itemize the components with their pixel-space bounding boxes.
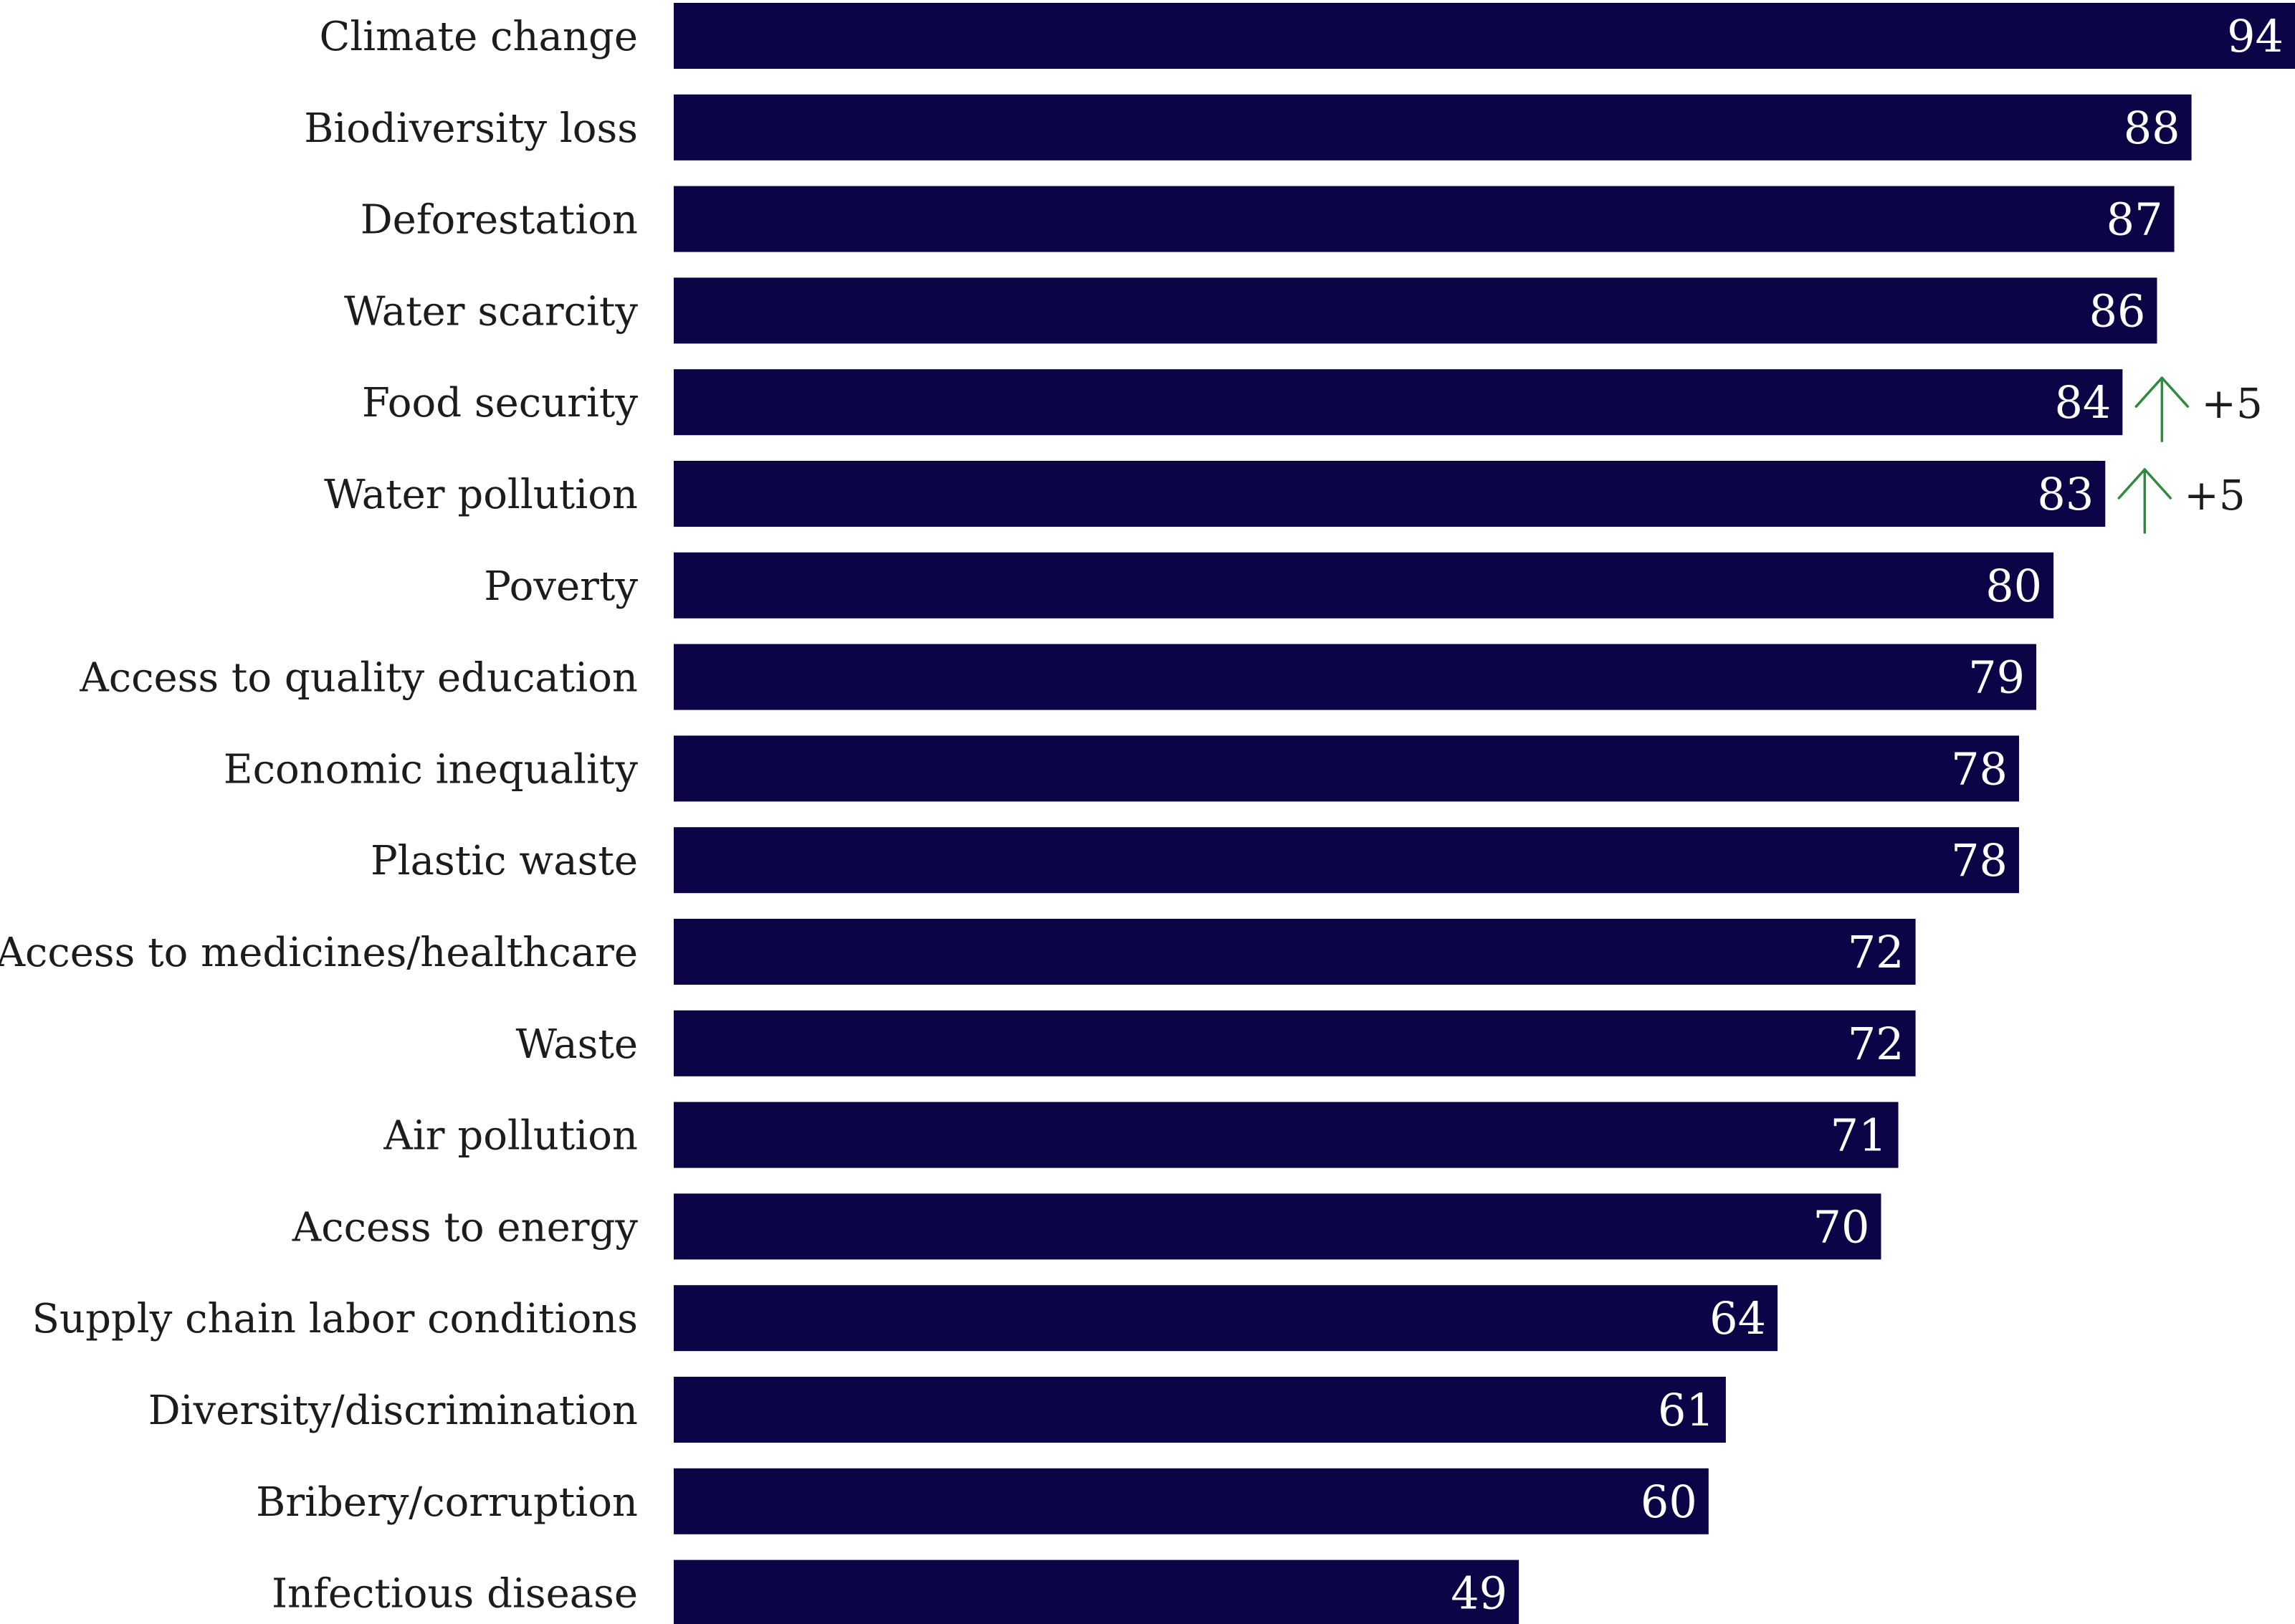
bar-diversity-discrimination <box>674 1377 1726 1443</box>
value-label-poverty: 80 <box>1985 560 2042 612</box>
bar-deforestation <box>674 186 2175 252</box>
category-label-waste: Waste <box>516 1021 638 1068</box>
bar-economic-inequality <box>674 735 2019 802</box>
bar-access-to-medicines-healthcare <box>674 919 1916 985</box>
value-label-economic-inequality: 78 <box>1951 742 2008 795</box>
value-label-water-scarcity: 86 <box>2089 285 2146 337</box>
category-label-supply-chain-labor-conditions: Supply chain labor conditions <box>32 1296 638 1342</box>
category-label-climate-change: Climate change <box>320 14 638 60</box>
category-label-food-security: Food security <box>362 380 638 426</box>
category-label-diversity-discrimination: Diversity/discrimination <box>148 1387 638 1434</box>
value-label-deforestation: 87 <box>2106 194 2163 246</box>
category-label-water-pollution: Water pollution <box>324 472 638 518</box>
category-label-access-to-quality-education: Access to quality education <box>79 655 638 702</box>
bar-access-to-quality-education <box>674 644 2037 710</box>
bar-supply-chain-labor-conditions <box>674 1285 1778 1352</box>
value-label-bribery-corruption: 60 <box>1641 1476 1697 1528</box>
category-label-water-scarcity: Water scarcity <box>344 288 638 335</box>
value-label-biodiversity-loss: 88 <box>2124 102 2180 154</box>
value-label-access-to-energy: 70 <box>1813 1200 1870 1253</box>
category-label-infectious-disease: Infectious disease <box>272 1571 638 1618</box>
bar-poverty <box>674 552 2054 618</box>
value-labels: 94 88 87 86 84 83 80 79 78 78 72 72 71 70 64 61 60 49 <box>1451 10 2284 1620</box>
value-label-food-security: 84 <box>2054 376 2111 429</box>
category-label-access-to-medicines-healthcare: Access to medicines/healthcare <box>0 930 638 976</box>
bar-plastic-waste <box>674 827 2019 894</box>
delta-label-water-pollution: +5 <box>2184 471 2246 520</box>
category-labels: Climate change Biodiversity loss Deforesta… <box>0 14 638 1618</box>
bar-infectious-disease <box>674 1559 1519 1624</box>
bar-access-to-energy <box>674 1193 1881 1260</box>
bar-bribery-corruption <box>674 1468 1709 1534</box>
value-label-diversity-discrimination: 61 <box>1658 1384 1714 1436</box>
value-label-air-pollution: 71 <box>1831 1109 1887 1162</box>
value-label-access-to-medicines-healthcare: 72 <box>1848 926 1904 978</box>
arrow-up-icon <box>2117 468 2172 534</box>
arrow-up-icon <box>2134 376 2190 442</box>
bar-food-security <box>674 369 2123 436</box>
value-label-infectious-disease: 49 <box>1451 1567 1507 1620</box>
delta-label-food-security: +5 <box>2201 379 2263 428</box>
value-label-plastic-waste: 78 <box>1951 834 2008 887</box>
bar-air-pollution <box>674 1102 1899 1168</box>
value-label-water-pollution: 83 <box>2037 468 2094 520</box>
category-label-plastic-waste: Plastic waste <box>371 838 638 884</box>
value-label-climate-change: 94 <box>2227 10 2284 62</box>
value-label-supply-chain-labor-conditions: 64 <box>1709 1292 1766 1344</box>
bar-water-pollution <box>674 461 2106 527</box>
bar-waste <box>674 1010 1916 1076</box>
value-label-waste: 72 <box>1848 1018 1904 1070</box>
bars <box>674 3 2295 1624</box>
category-label-biodiversity-loss: Biodiversity loss <box>304 105 638 152</box>
category-label-poverty: Poverty <box>484 563 638 610</box>
category-label-economic-inequality: Economic inequality <box>224 746 639 793</box>
category-label-deforestation: Deforestation <box>361 197 638 244</box>
bar-biodiversity-loss <box>674 94 2192 161</box>
category-label-access-to-energy: Access to energy <box>292 1204 639 1251</box>
bar-climate-change <box>674 3 2295 69</box>
bar-water-scarcity <box>674 277 2157 344</box>
value-label-access-to-quality-education: 79 <box>1968 651 2025 704</box>
annotations: +5 +5 <box>2117 376 2263 534</box>
category-label-bribery-corruption: Bribery/corruption <box>256 1479 638 1526</box>
category-label-air-pollution: Air pollution <box>383 1113 638 1160</box>
